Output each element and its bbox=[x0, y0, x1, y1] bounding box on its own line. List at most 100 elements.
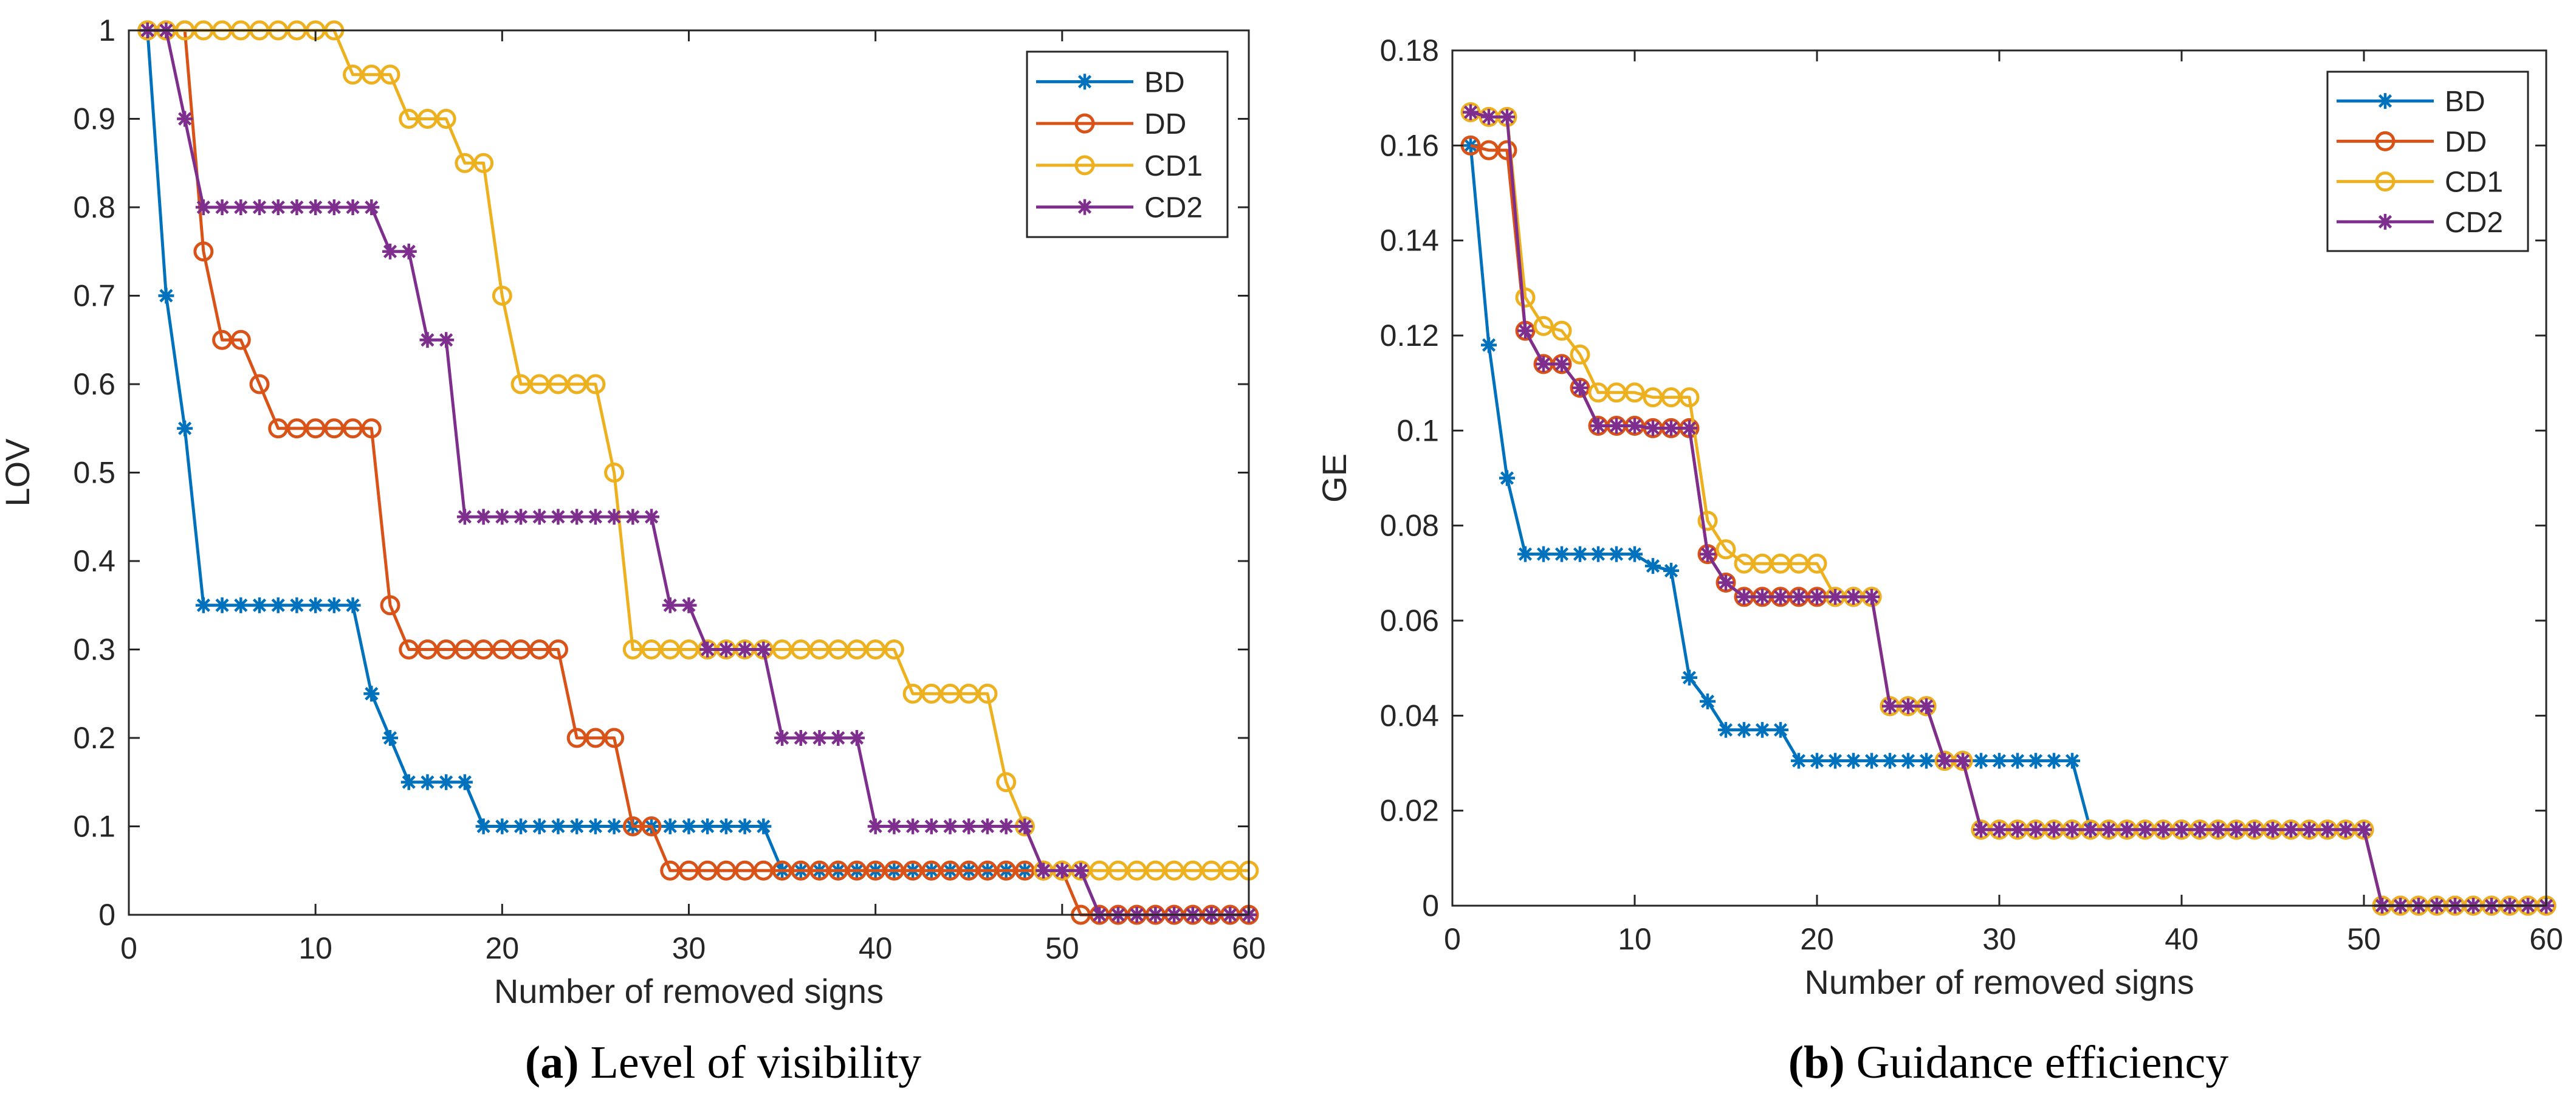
data-point-cd2 bbox=[1864, 588, 1880, 605]
data-point-cd1 bbox=[1201, 860, 1222, 881]
data-point-bd bbox=[1572, 546, 1588, 562]
data-point-cd2 bbox=[326, 199, 342, 215]
data-point-bd bbox=[513, 818, 529, 835]
data-point-cd2 bbox=[1882, 698, 1898, 714]
y-tick-label: 0.08 bbox=[1380, 509, 1439, 543]
data-point-bd bbox=[755, 818, 772, 835]
y-axis-label: LOV bbox=[0, 438, 36, 507]
data-point-cd2 bbox=[1017, 818, 1033, 835]
data-point-cd2 bbox=[681, 597, 697, 613]
data-point-dd bbox=[417, 639, 438, 660]
data-point-cd2 bbox=[961, 818, 977, 835]
data-point-cd2 bbox=[1517, 323, 1533, 339]
chart-b: 0 10 20 30 40 50 60 0 0.02 0.04 0.06 0.08 0.1 0.12 0.1… bbox=[1315, 33, 2563, 1001]
data-point-dd bbox=[921, 860, 942, 881]
data-point-cd1 bbox=[921, 683, 942, 704]
x-tick-label: 10 bbox=[298, 931, 332, 965]
caption-a: (a) Level of visibility bbox=[425, 1036, 1021, 1091]
data-point-cd2 bbox=[811, 730, 828, 746]
data-point-cd1 bbox=[679, 639, 699, 660]
data-point-dd bbox=[529, 639, 550, 660]
data-point-dd bbox=[380, 595, 400, 616]
data-point-bd bbox=[233, 597, 249, 613]
data-point-bd bbox=[345, 597, 361, 613]
data-point-cd2 bbox=[400, 243, 417, 260]
data-point-cd2 bbox=[2210, 821, 2226, 838]
data-point-cd1 bbox=[529, 374, 550, 394]
data-point-bd bbox=[2064, 753, 2080, 769]
data-point-cd2 bbox=[998, 818, 1014, 835]
data-point-cd1 bbox=[417, 109, 438, 129]
data-point-dd bbox=[604, 728, 625, 748]
data-point-dd bbox=[324, 418, 345, 439]
data-point-bd bbox=[494, 818, 510, 835]
y-tick-label: 0.02 bbox=[1380, 794, 1439, 828]
data-point-dd bbox=[193, 241, 214, 262]
data-point-bd bbox=[1809, 753, 1825, 769]
data-point-cd1 bbox=[828, 639, 848, 660]
data-point-cd2 bbox=[475, 509, 492, 525]
data-point-dd bbox=[1716, 572, 1736, 593]
legend-label: BD bbox=[2445, 86, 2485, 118]
data-point-cd2 bbox=[252, 199, 268, 215]
data-point-cd1 bbox=[660, 639, 681, 660]
legend-marker bbox=[2375, 171, 2396, 192]
data-point-cd2 bbox=[2083, 821, 2098, 838]
data-point-cd1 bbox=[1089, 860, 1110, 881]
data-point-cd2 bbox=[270, 199, 286, 215]
data-point-cd2 bbox=[513, 509, 529, 525]
data-point-cd1 bbox=[996, 772, 1017, 793]
data-point-cd2 bbox=[1590, 418, 1606, 434]
data-point-cd2 bbox=[1054, 863, 1070, 879]
data-point-cd2 bbox=[2301, 821, 2317, 838]
data-point-cd2 bbox=[456, 509, 473, 525]
data-point-dd bbox=[510, 639, 531, 660]
data-point-cd2 bbox=[886, 818, 902, 835]
data-point-cd2 bbox=[195, 199, 211, 215]
data-point-bd bbox=[1517, 546, 1533, 562]
data-point-cd1 bbox=[1515, 287, 1536, 308]
data-point-dd bbox=[865, 860, 886, 881]
x-tick-label: 0 bbox=[1444, 922, 1461, 956]
legend: BD DD CD1 CD2 bbox=[2326, 71, 2529, 252]
data-point-bd bbox=[419, 774, 436, 790]
x-tick-label: 20 bbox=[486, 931, 520, 965]
data-point-cd2 bbox=[2155, 821, 2171, 838]
legend-label: BD bbox=[1144, 66, 1185, 98]
data-point-cd1 bbox=[492, 286, 512, 306]
data-point-bd bbox=[587, 818, 603, 835]
y-tick-label: 0 bbox=[98, 898, 115, 932]
data-point-cd2 bbox=[1937, 753, 1953, 769]
data-point-bd bbox=[1791, 753, 1807, 769]
data-point-dd bbox=[622, 816, 643, 836]
legend: BD DD CD1 CD2 bbox=[1026, 50, 1229, 238]
data-point-cd1 bbox=[847, 639, 867, 660]
data-point-dd bbox=[212, 329, 233, 350]
data-point-cd1 bbox=[1145, 860, 1166, 881]
data-point-cd2 bbox=[942, 818, 958, 835]
data-point-cd2 bbox=[2283, 821, 2299, 838]
data-point-bd bbox=[606, 818, 622, 835]
data-point-bd bbox=[1700, 693, 1716, 709]
legend-marker bbox=[1074, 155, 1095, 176]
data-point-cd2 bbox=[1073, 863, 1089, 879]
data-point-bd bbox=[252, 597, 268, 613]
data-point-cd2 bbox=[550, 509, 566, 525]
y-tick-label: 0.9 bbox=[73, 102, 115, 136]
data-point-bd bbox=[475, 818, 492, 835]
data-point-bd bbox=[1663, 562, 1679, 579]
data-point-cd1 bbox=[1127, 860, 1147, 881]
data-point-bd bbox=[1627, 546, 1643, 562]
data-point-cd1 bbox=[604, 463, 625, 483]
y-tick-label: 0 bbox=[1422, 889, 1439, 923]
data-point-cd2 bbox=[289, 199, 305, 215]
data-point-cd2 bbox=[2192, 821, 2208, 838]
data-point-bd bbox=[1645, 558, 1661, 574]
y-tick-label: 1 bbox=[98, 13, 115, 47]
data-point-dd bbox=[230, 329, 251, 350]
data-point-cd2 bbox=[1645, 420, 1661, 436]
x-tick-label: 60 bbox=[2529, 922, 2563, 956]
y-tick-label: 0.2 bbox=[73, 721, 115, 755]
data-point-cd2 bbox=[867, 818, 884, 835]
x-tick-label: 20 bbox=[1800, 922, 1834, 956]
